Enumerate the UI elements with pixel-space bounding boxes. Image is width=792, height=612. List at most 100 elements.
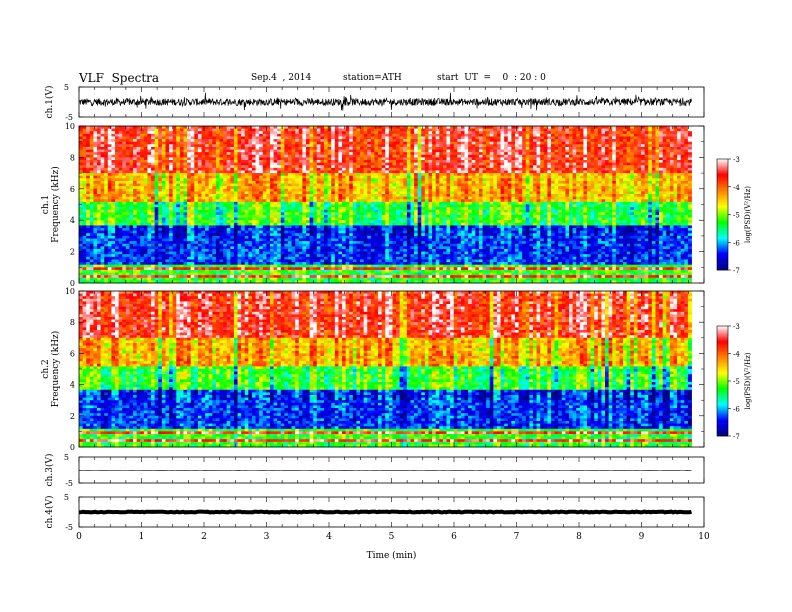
spectrogram-cell bbox=[82, 136, 87, 140]
spectrogram-cell bbox=[500, 149, 505, 153]
spectrogram-cell bbox=[464, 199, 469, 203]
spectrogram-cell bbox=[269, 160, 274, 164]
spectrogram-cell bbox=[345, 180, 350, 184]
spectrogram-cell bbox=[673, 160, 678, 164]
spectrogram-cell bbox=[125, 157, 130, 161]
spectrogram-cell bbox=[453, 170, 458, 174]
spectrogram-cell bbox=[338, 186, 343, 190]
spectrogram-cell bbox=[179, 162, 184, 166]
spectrogram-cell bbox=[115, 191, 120, 195]
spectrogram-cell bbox=[605, 157, 610, 161]
spectrogram-cell bbox=[309, 180, 314, 184]
spectrogram-cell bbox=[457, 199, 462, 203]
spectrogram-cell bbox=[608, 165, 613, 169]
spectrogram-cell bbox=[655, 194, 660, 198]
spectrogram-cell bbox=[378, 141, 383, 145]
spectrogram-cell bbox=[143, 173, 148, 177]
spectrogram-cell bbox=[540, 173, 545, 177]
spectrogram-cell bbox=[410, 186, 415, 190]
spectrogram-cell bbox=[316, 133, 321, 137]
spectrogram-cell bbox=[151, 157, 156, 161]
spectrogram-cell bbox=[489, 194, 494, 198]
spectrogram-cell bbox=[338, 154, 343, 158]
spectrogram-cell bbox=[644, 133, 649, 137]
spectrogram-cell bbox=[594, 144, 599, 148]
spectrogram-cell bbox=[219, 157, 224, 161]
spectrogram-cell bbox=[457, 133, 462, 137]
spectrogram-cell bbox=[179, 146, 184, 150]
spectrogram-cell bbox=[569, 141, 573, 145]
spectrogram-cell bbox=[327, 170, 332, 174]
spectrogram-cell bbox=[201, 154, 206, 158]
spectrogram-cell bbox=[273, 149, 278, 153]
spectrogram-cell bbox=[687, 178, 692, 182]
spectrogram-cell bbox=[457, 136, 462, 140]
spectrogram-cell bbox=[644, 149, 649, 153]
spectrogram-cell bbox=[482, 175, 487, 179]
spectrogram-cell bbox=[183, 186, 188, 190]
spectrogram-cell bbox=[605, 173, 610, 177]
spectrogram-cell bbox=[179, 149, 184, 153]
spectrogram-cell bbox=[194, 126, 199, 130]
spectrogram-cell bbox=[453, 160, 458, 164]
spectrogram-cell bbox=[579, 180, 584, 184]
spectrogram-cell bbox=[414, 133, 419, 137]
spectrogram-cell bbox=[633, 186, 638, 190]
spectrogram-cell bbox=[309, 183, 314, 187]
spectrogram-cell bbox=[237, 183, 242, 187]
spectrogram-cell bbox=[435, 154, 440, 158]
spectrogram-cell bbox=[619, 191, 624, 195]
spectrogram-cell bbox=[659, 173, 664, 177]
spectrogram-cell bbox=[219, 139, 224, 143]
spectrogram-cell bbox=[370, 131, 375, 135]
spectrogram-cell bbox=[360, 186, 365, 190]
spectrogram-cell bbox=[219, 180, 224, 184]
spectrogram-cell bbox=[651, 188, 656, 192]
spectrogram-cell bbox=[496, 139, 501, 143]
spectrogram-cell bbox=[194, 152, 199, 156]
spectrogram-cell bbox=[410, 180, 415, 184]
spectrogram-cell bbox=[309, 173, 314, 177]
spectrogram-cell bbox=[287, 175, 292, 179]
spectrogram-cell bbox=[381, 162, 386, 166]
spectrogram-cell bbox=[122, 139, 127, 143]
spectrogram-cell bbox=[97, 141, 102, 145]
spectrogram-cell bbox=[93, 144, 98, 148]
spectrogram-cell bbox=[561, 178, 566, 182]
spectrogram-cell bbox=[507, 144, 512, 148]
spectrogram-cell bbox=[612, 183, 617, 187]
spectrogram-cell bbox=[331, 188, 336, 192]
spectrogram-cell bbox=[633, 194, 638, 198]
spectrogram-cell bbox=[385, 133, 390, 137]
spectrogram-cell bbox=[151, 194, 156, 198]
spectrogram-cell bbox=[136, 152, 141, 156]
spectrogram-cell bbox=[468, 128, 473, 132]
spectrogram-cell bbox=[284, 154, 289, 158]
spectrogram-cell bbox=[187, 183, 192, 187]
spectrogram-cell bbox=[147, 173, 152, 177]
spectrogram-cell bbox=[176, 160, 181, 164]
spectrogram-cell bbox=[287, 178, 292, 182]
spectrogram-cell bbox=[205, 126, 210, 130]
spectrogram-cell bbox=[576, 136, 581, 140]
spectrogram-cell bbox=[266, 136, 271, 140]
spectrogram-cell bbox=[79, 149, 83, 153]
spectrogram-cell bbox=[147, 188, 152, 192]
spectrogram-cell bbox=[583, 178, 588, 182]
spectrogram-cell bbox=[302, 173, 307, 177]
spectrogram-cell bbox=[356, 175, 361, 179]
spectrogram-cell bbox=[410, 144, 415, 148]
spectrogram-cell bbox=[648, 146, 653, 150]
spectrogram-cell bbox=[597, 196, 602, 200]
spectrogram-cell bbox=[432, 160, 437, 164]
spectrogram-cell bbox=[172, 141, 177, 145]
spectrogram-cell bbox=[619, 136, 624, 140]
spectrogram-cell bbox=[298, 178, 303, 182]
spectrogram-cell bbox=[360, 173, 365, 177]
spectrogram-cell bbox=[435, 128, 440, 132]
spectrogram-cell bbox=[396, 133, 401, 137]
spectrogram-cell bbox=[561, 165, 566, 169]
spectrogram-cell bbox=[565, 154, 570, 158]
spectrogram-cell bbox=[626, 173, 631, 177]
spectrogram-cell bbox=[82, 160, 87, 164]
